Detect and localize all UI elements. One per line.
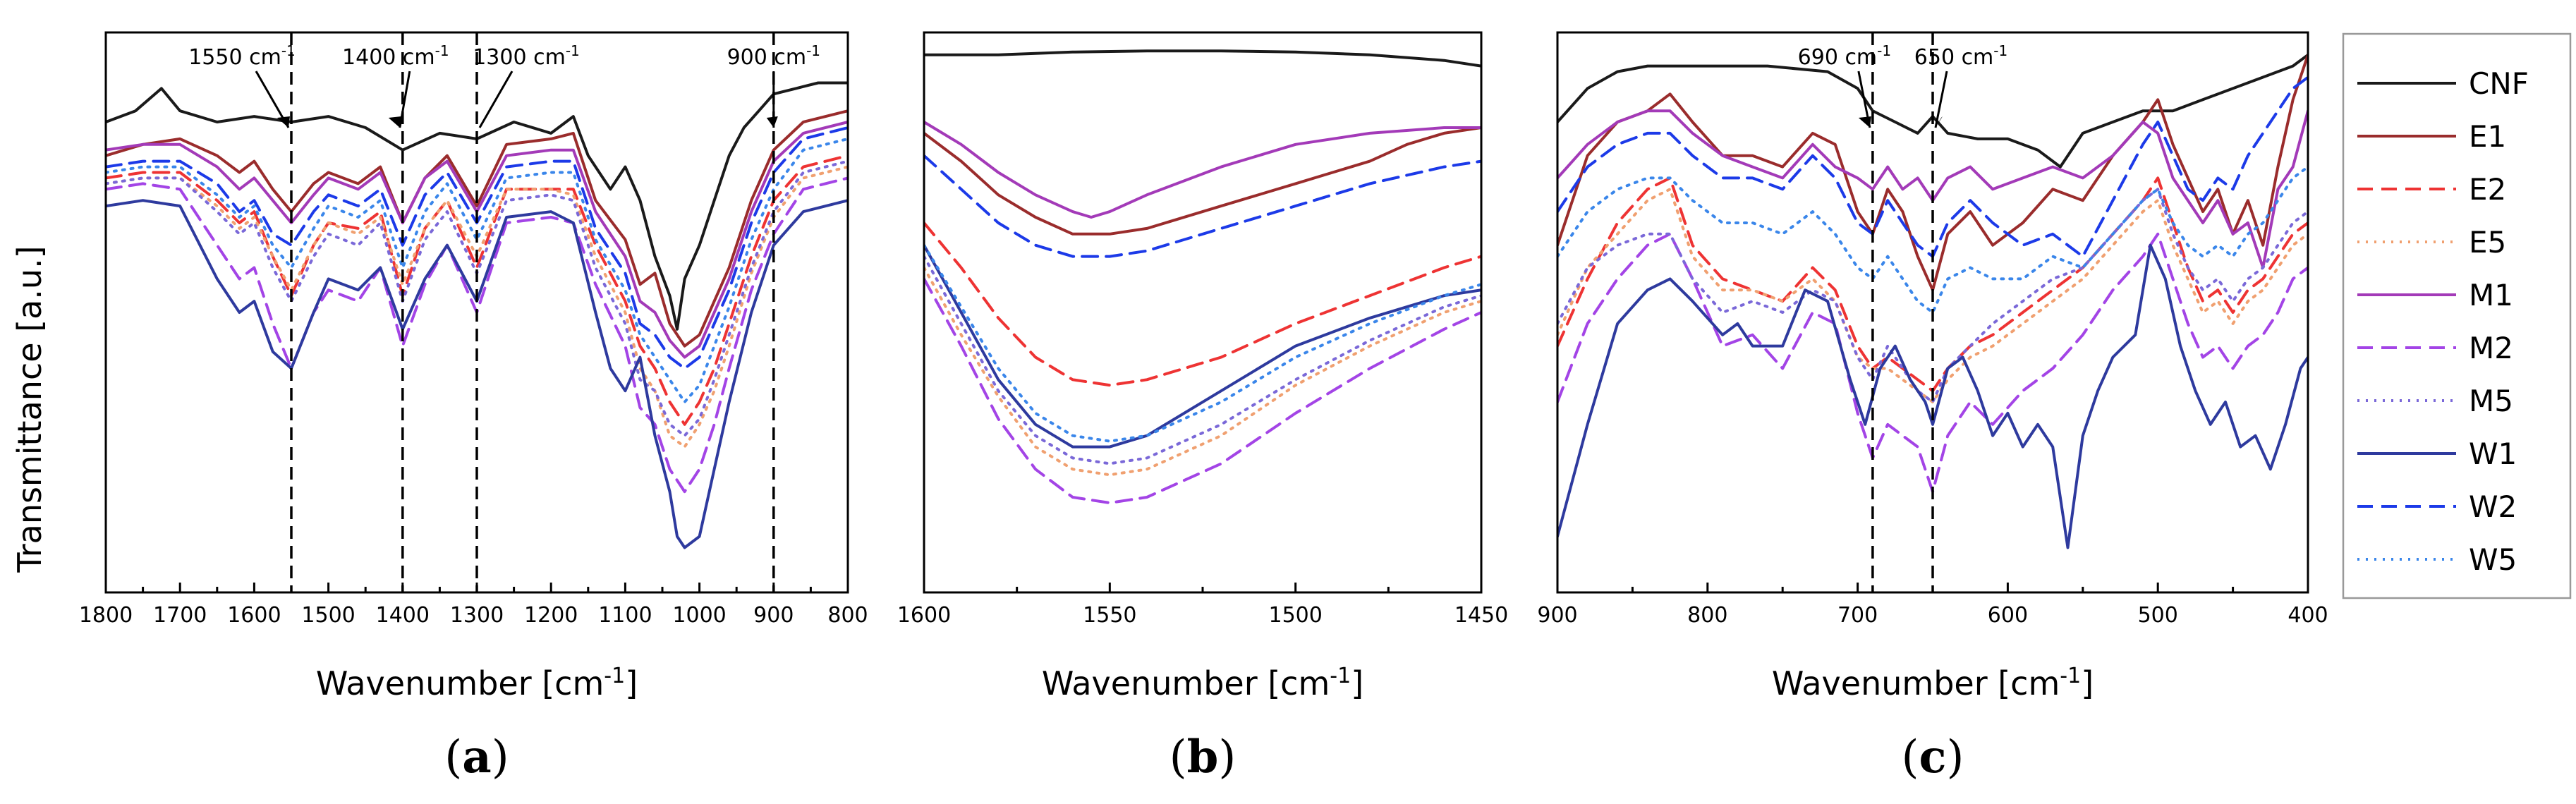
annotation-arrowhead-650 — [1936, 116, 1943, 128]
annotation-label-650: 650 cm-1 — [1914, 42, 2007, 70]
series-line-e2 — [924, 221, 1481, 387]
series-line-m2 — [1557, 232, 2308, 494]
series-line-m2 — [106, 176, 848, 494]
series-line-w2 — [924, 154, 1481, 258]
series-group — [924, 49, 1481, 504]
legend-label-m2: M2 — [2469, 331, 2513, 365]
x-tick-label: 1300 — [450, 603, 504, 628]
series-line-e1 — [1557, 53, 2308, 292]
legend-label-w2: W2 — [2469, 489, 2517, 524]
legend-label-m5: M5 — [2469, 384, 2513, 418]
panel-label: (b) — [1169, 731, 1237, 784]
x-tick-label: 900 — [1537, 603, 1577, 628]
x-tick-label: 500 — [2138, 603, 2178, 628]
series-line-cnf — [924, 49, 1481, 68]
series-line-w5 — [106, 137, 848, 403]
x-tick-label: 1450 — [1454, 603, 1508, 628]
x-axis-label: Wavenumber [cm-1] — [316, 664, 638, 703]
x-tick-label: 1400 — [376, 603, 430, 628]
legend-label-e5: E5 — [2469, 225, 2506, 260]
legend-label-w5: W5 — [2469, 542, 2517, 577]
annotation-label-690: 690 cm-1 — [1798, 42, 1891, 70]
annotation-arrow-1400 — [399, 71, 411, 128]
x-tick-label: 1000 — [672, 603, 726, 628]
x-axis-label: Wavenumber [cm-1] — [1772, 664, 2094, 703]
annotation-arrowhead-1550 — [277, 116, 290, 128]
series-line-m1 — [106, 121, 848, 359]
series-line-w1 — [924, 243, 1481, 449]
annotation-arrowhead-1300 — [480, 116, 487, 128]
series-line-e5 — [924, 266, 1481, 477]
x-tick-label: 1700 — [153, 603, 207, 628]
series-line-m2 — [924, 277, 1481, 504]
series-line-e5 — [106, 165, 848, 449]
series-line-w1 — [106, 199, 848, 549]
x-tick-label: 1200 — [524, 603, 578, 628]
series-line-e2 — [1557, 176, 2308, 393]
x-tick-label: 800 — [827, 603, 868, 628]
legend-label-e2: E2 — [2469, 172, 2506, 207]
y-axis-label: Transmittance [a.u.] — [11, 245, 49, 573]
x-axis-label: Wavenumber [cm-1] — [1042, 664, 1363, 703]
panel-a: 1550 cm-1 1400 cm-1 1300 cm-1 900 cm-1 1800 1… — [79, 31, 868, 784]
x-tick-label: 1800 — [79, 603, 133, 628]
series-line-e1 — [924, 126, 1481, 236]
annotation-label-900: 900 cm-1 — [727, 42, 820, 70]
panel-c: 690 cm-1 650 cm-1 900 800 700 600 500 400 Wavenu… — [1537, 31, 2328, 784]
series-group — [1557, 53, 2308, 549]
series-line-m1 — [1557, 109, 2308, 269]
series-line-w5 — [924, 243, 1481, 443]
x-tick-label: 1600 — [897, 603, 951, 628]
series-line-m1 — [924, 121, 1481, 219]
x-tick-label: 1550 — [1083, 603, 1136, 628]
series-line-e1 — [106, 109, 848, 348]
x-tick-label: 600 — [1988, 603, 2028, 628]
annotation-arrow-650 — [1934, 71, 1948, 128]
series-line-w1 — [1557, 243, 2308, 549]
x-tick-label: 800 — [1687, 603, 1727, 628]
panel-label: (a) — [444, 731, 509, 784]
x-tick-label: 1500 — [1268, 603, 1322, 628]
panel-b: 1600 1550 1500 1450 Wavenumber [cm-1] (b) — [897, 31, 1508, 784]
annotation-arrowhead-690 — [1858, 116, 1871, 128]
series-group — [106, 81, 848, 549]
series-line-w2 — [1557, 75, 2308, 258]
annotation-label-1300: 1300 cm-1 — [473, 42, 580, 70]
series-line-w5 — [1557, 165, 2308, 314]
x-tick-label: 1100 — [598, 603, 652, 628]
series-line-w2 — [106, 126, 848, 370]
legend-label-e1: E1 — [2469, 119, 2506, 154]
series-line-cnf — [106, 81, 848, 331]
x-tick-label: 1600 — [227, 603, 281, 628]
legend-label-m1: M1 — [2469, 278, 2513, 312]
series-line-m5 — [1557, 188, 2308, 403]
legend-label-w1: W1 — [2469, 437, 2517, 471]
annotation-label-1400: 1400 cm-1 — [342, 42, 449, 70]
annotation-arrowhead-1400 — [388, 116, 401, 128]
x-tick-label: 700 — [1837, 603, 1878, 628]
panel-label: (c) — [1902, 731, 1964, 784]
series-line-cnf — [1557, 53, 2308, 169]
x-tick-label: 400 — [2288, 603, 2328, 628]
x-tick-label: 900 — [753, 603, 794, 628]
legend-frame — [2342, 32, 2572, 599]
legend: CNF E1 E2 E5 M1 M2 M5 W1 W2 W5 — [2342, 32, 2572, 599]
annotation-arrowhead-900 — [766, 116, 778, 128]
legend-label-cnf: CNF — [2469, 66, 2529, 101]
series-line-e5 — [1557, 188, 2308, 403]
annotation-label-1550: 1550 cm-1 — [188, 42, 296, 70]
series-line-e2 — [106, 154, 848, 426]
x-tick-label: 1500 — [301, 603, 355, 628]
